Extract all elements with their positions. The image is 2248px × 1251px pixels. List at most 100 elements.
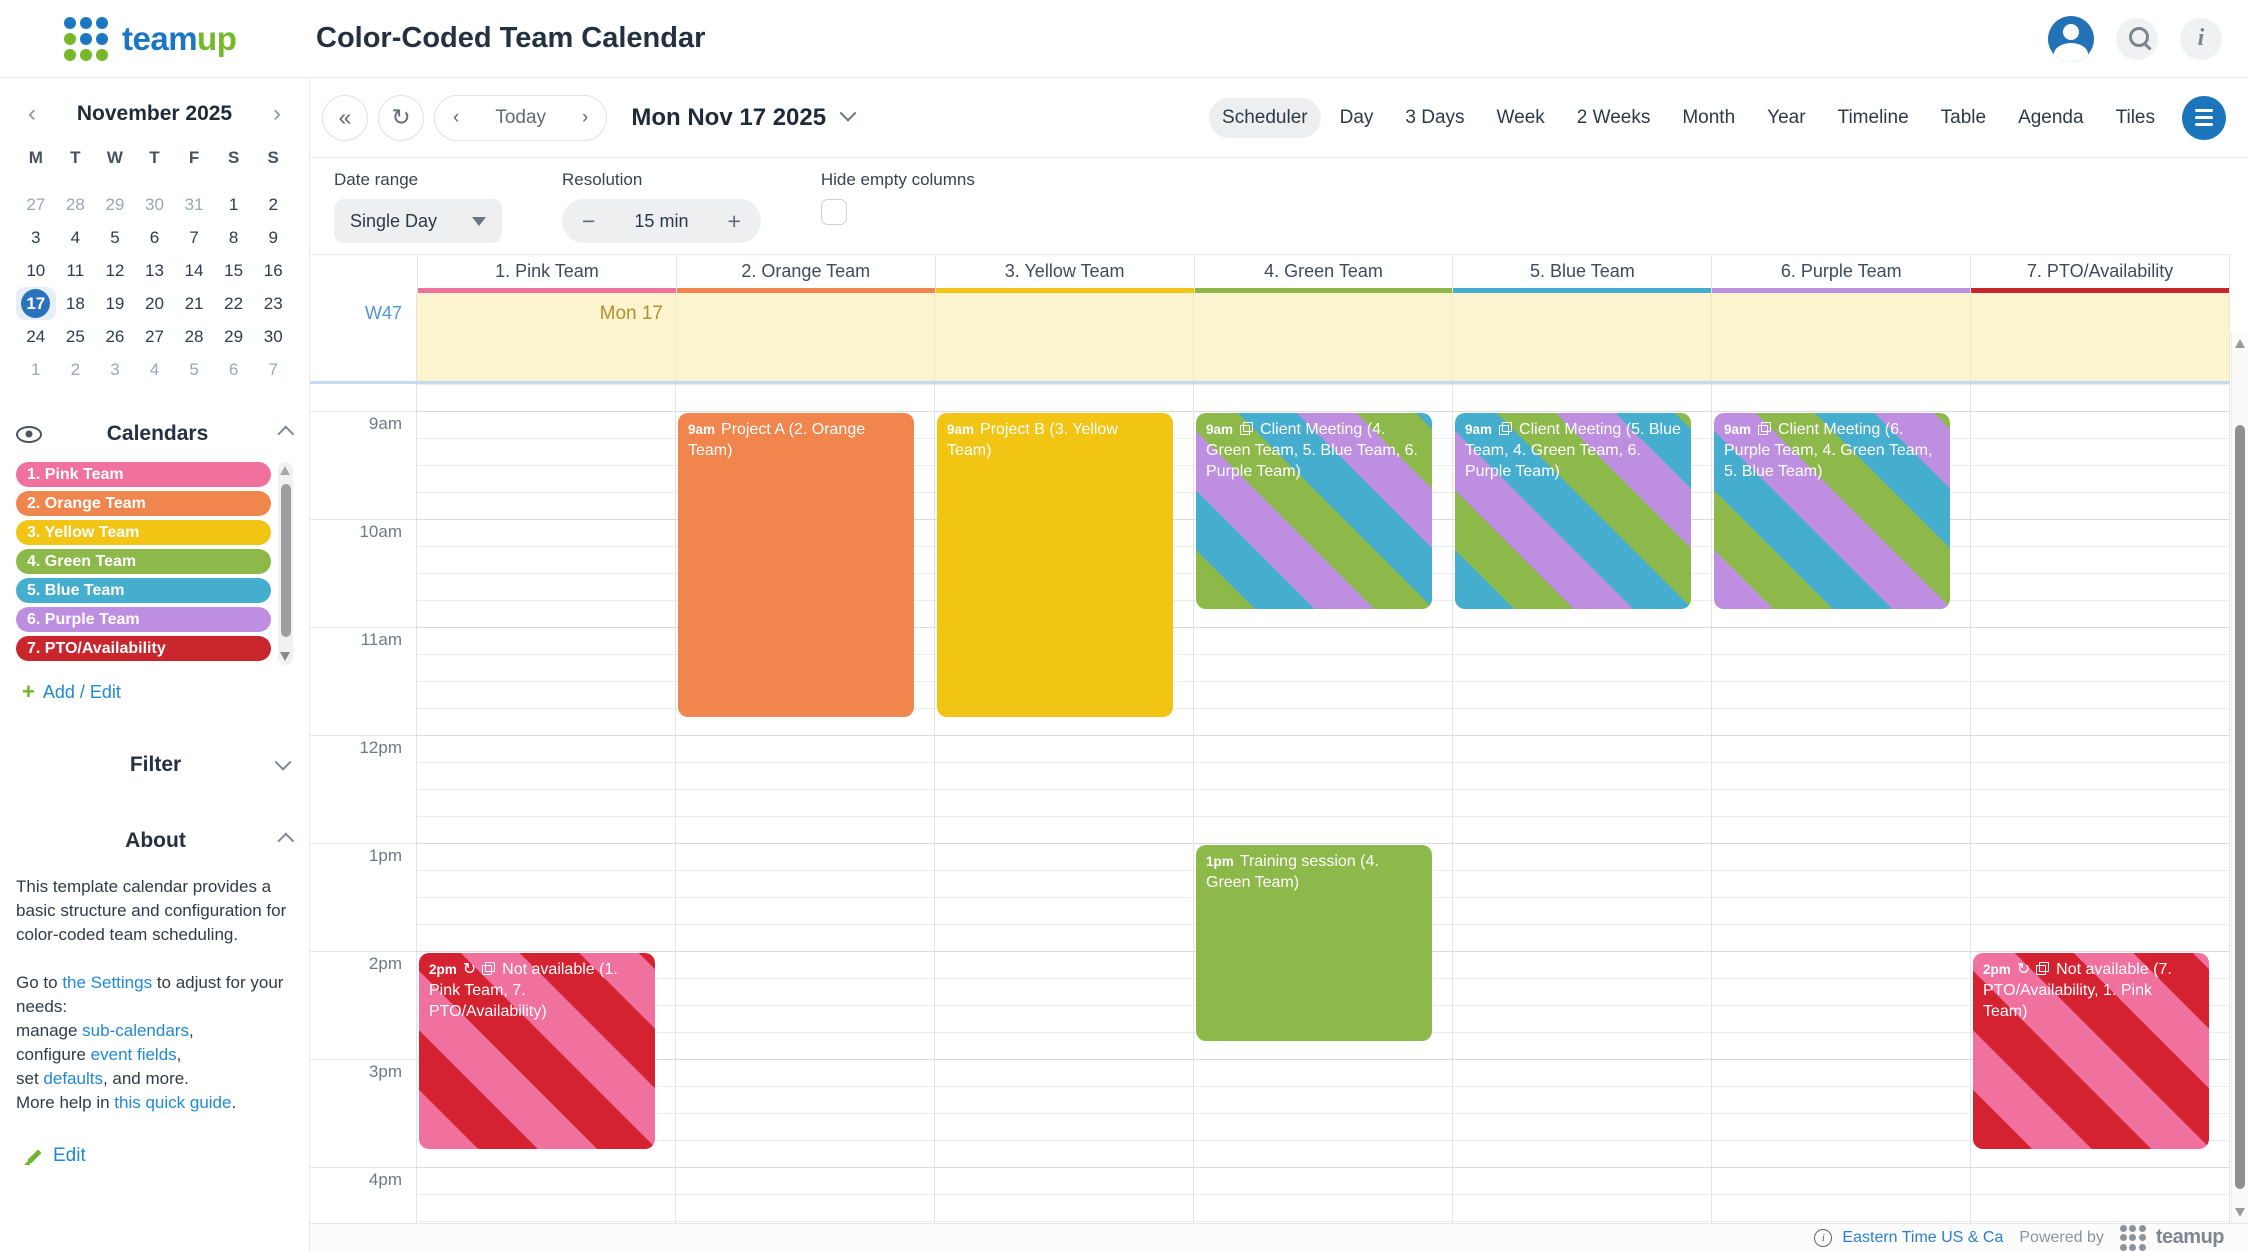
mini-day-12[interactable]: 12: [105, 260, 125, 280]
about-link-this-quick-guide[interactable]: this quick guide: [114, 1093, 232, 1112]
mini-day-11[interactable]: 11: [66, 260, 85, 280]
event-project-b[interactable]: 9am Project B (3. Yellow Team): [937, 413, 1173, 717]
info-button[interactable]: i: [2180, 17, 2222, 60]
prev-month-button[interactable]: ‹: [28, 100, 36, 127]
about-link-event-fields[interactable]: event fields: [90, 1045, 177, 1064]
mini-day-14[interactable]: 14: [184, 260, 204, 280]
about-link-defaults[interactable]: defaults: [43, 1069, 103, 1088]
view-tab-tiles[interactable]: Tiles: [2115, 106, 2155, 128]
view-tab-month[interactable]: Month: [1682, 106, 1736, 128]
all-day-cell-6[interactable]: [1712, 293, 1971, 381]
calendar-item-5-blue-team[interactable]: 5. Blue Team: [16, 578, 271, 603]
date-range-select[interactable]: Single Day: [334, 199, 502, 243]
edit-about-link[interactable]: Edit: [24, 1145, 293, 1167]
mini-day-31[interactable]: 31: [184, 194, 204, 214]
grid-column-4-green-team[interactable]: 9am Client Meeting (4. Green Team, 5. Blu…: [1194, 384, 1453, 1223]
prev-day-button[interactable]: ‹: [453, 106, 460, 128]
all-day-cell-7[interactable]: [1971, 293, 2230, 381]
mini-day-15[interactable]: 15: [224, 260, 244, 280]
expand-filter-icon[interactable]: [274, 753, 292, 771]
mini-day-2[interactable]: 2: [268, 194, 278, 214]
scroll-down-icon[interactable]: [2235, 1208, 2245, 1217]
view-tab-timeline[interactable]: Timeline: [1837, 106, 1909, 128]
mini-day-19[interactable]: 19: [105, 293, 125, 313]
grid-column-6-purple-team[interactable]: 9am Client Meeting (6. Purple Team, 4. Gr…: [1712, 384, 1971, 1223]
next-month-button[interactable]: ›: [272, 100, 281, 127]
event-client-meeting-green[interactable]: 9am Client Meeting (4. Green Team, 5. Blu…: [1196, 413, 1432, 609]
add-edit-calendars-link[interactable]: + Add / Edit: [22, 679, 121, 704]
today-button[interactable]: Today: [495, 106, 547, 128]
mini-day-5[interactable]: 5: [110, 227, 120, 247]
scroll-down-icon[interactable]: [280, 652, 290, 661]
mini-day-4[interactable]: 4: [70, 227, 81, 247]
mini-day-16[interactable]: 16: [263, 260, 283, 280]
calendar-item-2-orange-team[interactable]: 2. Orange Team: [16, 491, 271, 516]
view-tab-scheduler[interactable]: Scheduler: [1209, 97, 1321, 138]
mini-day-26[interactable]: 26: [105, 326, 125, 346]
view-tab-table[interactable]: Table: [1940, 106, 1987, 128]
grid-scrollbar[interactable]: [2231, 333, 2248, 1223]
teamup-logo[interactable]: teamup: [64, 16, 310, 61]
view-tab-2-weeks[interactable]: 2 Weeks: [1576, 106, 1651, 128]
refresh-button[interactable]: ↻: [378, 94, 424, 141]
about-link-the-settings[interactable]: the Settings: [62, 973, 153, 992]
mini-day-17-selected[interactable]: 17: [16, 287, 56, 320]
mini-day-7[interactable]: 7: [189, 227, 199, 247]
all-day-cell-5[interactable]: [1453, 293, 1712, 381]
grid-column-2-orange-team[interactable]: 9am Project A (2. Orange Team): [676, 384, 935, 1223]
mini-day-7[interactable]: 7: [268, 359, 278, 379]
mini-day-1[interactable]: 1: [228, 194, 239, 214]
mini-day-29[interactable]: 29: [224, 326, 244, 346]
calendar-item-4-green-team[interactable]: 4. Green Team: [16, 549, 271, 574]
mini-day-4[interactable]: 4: [149, 359, 160, 379]
mini-day-30[interactable]: 30: [263, 326, 283, 346]
event-training-session[interactable]: 1pm Training session (4. Green Team): [1196, 845, 1432, 1041]
calendar-item-1-pink-team[interactable]: 1. Pink Team: [16, 462, 271, 487]
mini-day-20[interactable]: 20: [145, 293, 164, 313]
mini-day-5[interactable]: 5: [189, 359, 199, 379]
view-tab-agenda[interactable]: Agenda: [2018, 106, 2084, 128]
mini-day-8[interactable]: 8: [228, 227, 239, 247]
mini-day-2[interactable]: 2: [70, 359, 81, 379]
all-day-cell-2[interactable]: [676, 293, 935, 381]
event-not-available-pink[interactable]: 2pm ↻ Not available (1. Pink Team, 7. PTO/…: [419, 953, 655, 1149]
view-tab-year[interactable]: Year: [1767, 106, 1806, 128]
mini-day-24[interactable]: 24: [26, 326, 46, 346]
mini-day-27[interactable]: 27: [145, 326, 164, 346]
all-day-cell-3[interactable]: [935, 293, 1194, 381]
mini-day-18[interactable]: 18: [65, 293, 85, 313]
account-avatar[interactable]: [2048, 15, 2094, 62]
event-not-available-pto[interactable]: 2pm ↻ Not available (7. PTO/Availability, …: [1973, 953, 2209, 1149]
resolution-decrease-button[interactable]: −: [582, 207, 596, 234]
collapse-calendars-icon[interactable]: [277, 425, 295, 443]
resolution-increase-button[interactable]: +: [727, 207, 741, 234]
mini-day-1[interactable]: 1: [31, 359, 41, 379]
eye-icon[interactable]: [16, 425, 42, 443]
all-day-cell-1[interactable]: Mon 17: [417, 293, 676, 381]
mini-day-22[interactable]: 22: [224, 293, 244, 313]
mini-day-6[interactable]: 6: [228, 359, 239, 379]
mini-day-6[interactable]: 6: [149, 227, 160, 247]
mini-day-13[interactable]: 13: [145, 260, 164, 280]
all-day-cell-4[interactable]: [1194, 293, 1453, 381]
calendars-scrollbar[interactable]: [278, 462, 293, 665]
view-tab-week[interactable]: Week: [1496, 106, 1545, 128]
collapse-about-icon[interactable]: [277, 832, 295, 850]
mini-day-10[interactable]: 10: [26, 260, 46, 280]
mini-day-29[interactable]: 29: [105, 194, 125, 214]
mini-day-30[interactable]: 30: [145, 194, 164, 214]
calendar-item-3-yellow-team[interactable]: 3. Yellow Team: [16, 520, 271, 545]
search-button[interactable]: [2116, 17, 2158, 60]
scroll-up-icon[interactable]: [2235, 339, 2245, 348]
hide-empty-columns-checkbox[interactable]: [820, 199, 847, 225]
event-project-a[interactable]: 9am Project A (2. Orange Team): [678, 413, 914, 717]
mini-day-25[interactable]: 25: [65, 326, 85, 346]
grid-scrollbar-thumb[interactable]: [2235, 425, 2245, 1189]
calendar-item-6-purple-team[interactable]: 6. Purple Team: [16, 607, 271, 632]
grid-column-1-pink-team[interactable]: 2pm ↻ Not available (1. Pink Team, 7. PTO/…: [417, 384, 676, 1223]
teamup-footer-brand[interactable]: teamup: [2155, 1226, 2225, 1248]
menu-button[interactable]: [2182, 95, 2226, 140]
current-date-dropdown[interactable]: Mon Nov 17 2025: [631, 104, 858, 132]
mini-day-3[interactable]: 3: [110, 359, 120, 379]
calendars-scrollbar-thumb[interactable]: [280, 484, 291, 637]
